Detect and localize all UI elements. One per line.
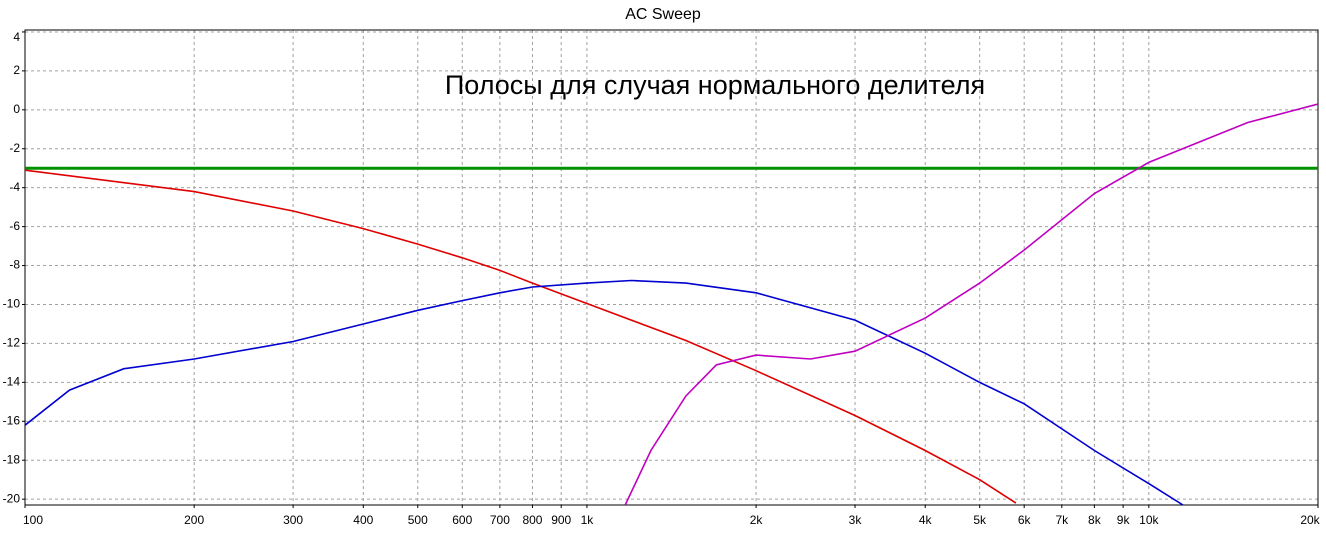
y-tick-label: -18: [3, 452, 21, 466]
x-tick-label: 8k: [1088, 513, 1102, 527]
y-tick-label: -12: [3, 336, 21, 350]
x-tick-label: 20k: [1300, 513, 1320, 527]
x-tick-label: 900: [551, 513, 571, 527]
x-tick-label: 800: [522, 513, 542, 527]
y-tick-label: 4: [13, 30, 20, 44]
x-tick-label: 5k: [973, 513, 987, 527]
annotation: Полосы для случая нормального делителя: [445, 70, 985, 100]
x-tick-label: 10k: [1139, 513, 1159, 527]
y-tick-label: -20: [3, 491, 21, 505]
y-tick-label: -4: [9, 180, 20, 194]
x-tick-label: 400: [353, 513, 373, 527]
y-tick-label: 2: [13, 63, 20, 77]
y-tick-label: -2: [9, 141, 20, 155]
x-tick-label: 9k: [1117, 513, 1131, 527]
x-tick-label: 4k: [919, 513, 933, 527]
series-line: [25, 169, 1017, 504]
y-tick-label: -10: [3, 297, 21, 311]
x-tick-label: 300: [283, 513, 303, 527]
y-tick-label: -6: [9, 219, 20, 233]
y-tick-label: -16: [3, 413, 21, 427]
plot-lines: [25, 103, 1318, 505]
x-tick-label: 700: [490, 513, 510, 527]
y-tick-label: -8: [9, 258, 20, 272]
x-tick-label: 7k: [1055, 513, 1069, 527]
x-tick-label: 100: [23, 513, 43, 527]
x-tick-label: 600: [452, 513, 472, 527]
x-tick-label: 6k: [1018, 513, 1032, 527]
y-tick-label: -14: [3, 375, 21, 389]
y-tick-label: 0: [13, 102, 20, 116]
series-line: [25, 279, 1184, 505]
chart-title: AC Sweep: [625, 6, 701, 23]
plot-frame: [24, 29, 1319, 506]
x-tick-label: 1k: [581, 513, 595, 527]
x-tick-label: 200: [184, 513, 204, 527]
x-tick-label: 3k: [849, 513, 863, 527]
x-tick-label: 500: [408, 513, 428, 527]
series-line: [624, 103, 1318, 505]
x-tick-label: 2k: [750, 513, 764, 527]
